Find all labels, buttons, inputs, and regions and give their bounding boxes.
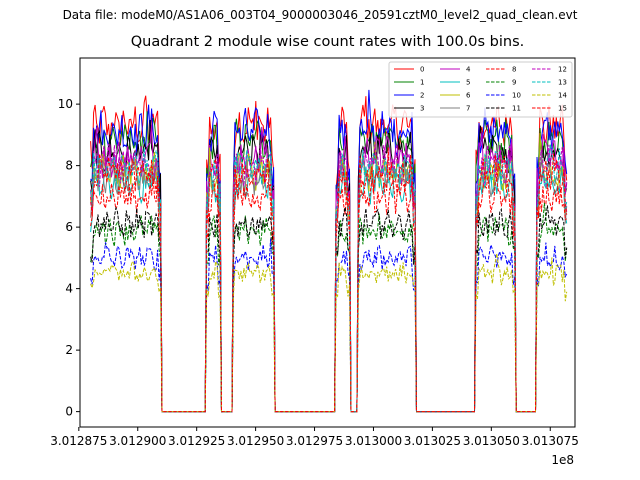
legend-label-9: 9 xyxy=(512,79,516,87)
legend-box xyxy=(388,61,573,118)
y-tick-label: 6 xyxy=(65,220,73,234)
legend-label-10: 10 xyxy=(512,92,521,100)
legend-label-2: 2 xyxy=(420,92,424,100)
y-tick-label: 4 xyxy=(65,282,73,296)
legend-label-15: 15 xyxy=(558,105,567,113)
y-tick-label: 8 xyxy=(65,159,73,173)
legend-label-3: 3 xyxy=(420,105,424,113)
x-tick-label: 3.012875 xyxy=(50,434,107,448)
x-axis-offset-label: 1e8 xyxy=(551,453,574,467)
y-tick-label: 2 xyxy=(65,343,73,357)
x-tick-label: 3.013025 xyxy=(404,434,461,448)
legend-label-6: 6 xyxy=(466,92,471,100)
axes-frame xyxy=(79,57,576,428)
y-tick-label: 0 xyxy=(65,405,73,419)
legend-label-14: 14 xyxy=(558,92,567,100)
x-tick-label: 3.012925 xyxy=(168,434,225,448)
legend-label-13: 13 xyxy=(558,79,567,87)
x-tick-label: 3.012900 xyxy=(109,434,166,448)
legend-label-1: 1 xyxy=(420,79,424,87)
chart-title: Quadrant 2 module wise count rates with … xyxy=(130,34,525,50)
legend-label-5: 5 xyxy=(466,79,470,87)
figure-suptitle: Data file: modeM0/AS1A06_003T04_90000030… xyxy=(62,8,578,22)
legend-label-11: 11 xyxy=(512,105,521,113)
plot-lines xyxy=(90,89,568,413)
series-15-line xyxy=(90,147,568,413)
legend-label-12: 12 xyxy=(558,66,567,74)
x-tick-label: 3.013000 xyxy=(345,434,402,448)
x-tick-label: 3.013075 xyxy=(522,434,579,448)
series-14-line xyxy=(90,253,568,413)
x-tick-label: 3.012975 xyxy=(286,434,343,448)
x-tick-label: 3.013050 xyxy=(463,434,520,448)
axis-ticks: 3.012875 3.012900 3.012925 3.012950 3.012975… xyxy=(50,97,579,448)
legend-label-8: 8 xyxy=(512,66,516,74)
legend-label-7: 7 xyxy=(466,105,470,113)
legend-label-4: 4 xyxy=(466,66,471,74)
x-tick-label: 3.012950 xyxy=(227,434,284,448)
legend-label-0: 0 xyxy=(420,66,424,74)
y-tick-label: 10 xyxy=(58,97,73,111)
